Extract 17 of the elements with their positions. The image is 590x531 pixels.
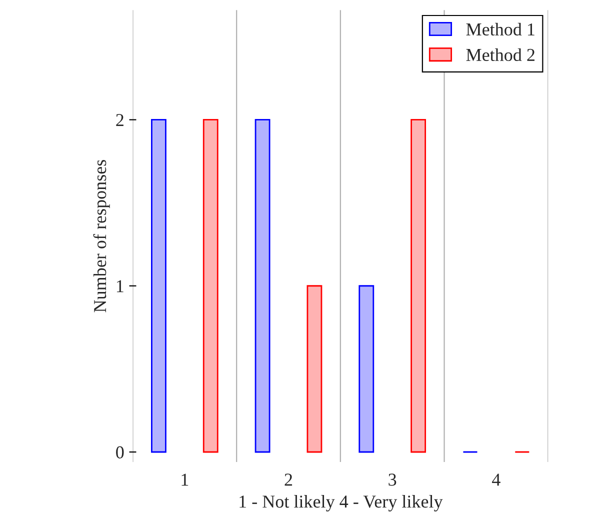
legend-label: Method 1 (466, 22, 534, 36)
bar (202, 119, 218, 453)
x-tick-label: 3 (388, 474, 396, 486)
y-tick-label: 0 (116, 446, 124, 458)
bar (410, 119, 426, 453)
y-tick-label: 2 (116, 114, 124, 126)
x-axis-title: 1 - Not likely 4 - Very likely (240, 495, 443, 512)
bar (254, 119, 270, 453)
bar (151, 119, 166, 453)
legend-label: Method 2 (466, 48, 534, 62)
bar (358, 285, 374, 453)
bar (306, 285, 322, 453)
x-tick-label: 1 (182, 474, 188, 486)
y-axis-title: Number of responses (93, 160, 110, 312)
x-tick-label: 4 (492, 474, 500, 486)
x-tick-label: 2 (284, 474, 292, 486)
y-tick-label: 1 (116, 280, 124, 292)
